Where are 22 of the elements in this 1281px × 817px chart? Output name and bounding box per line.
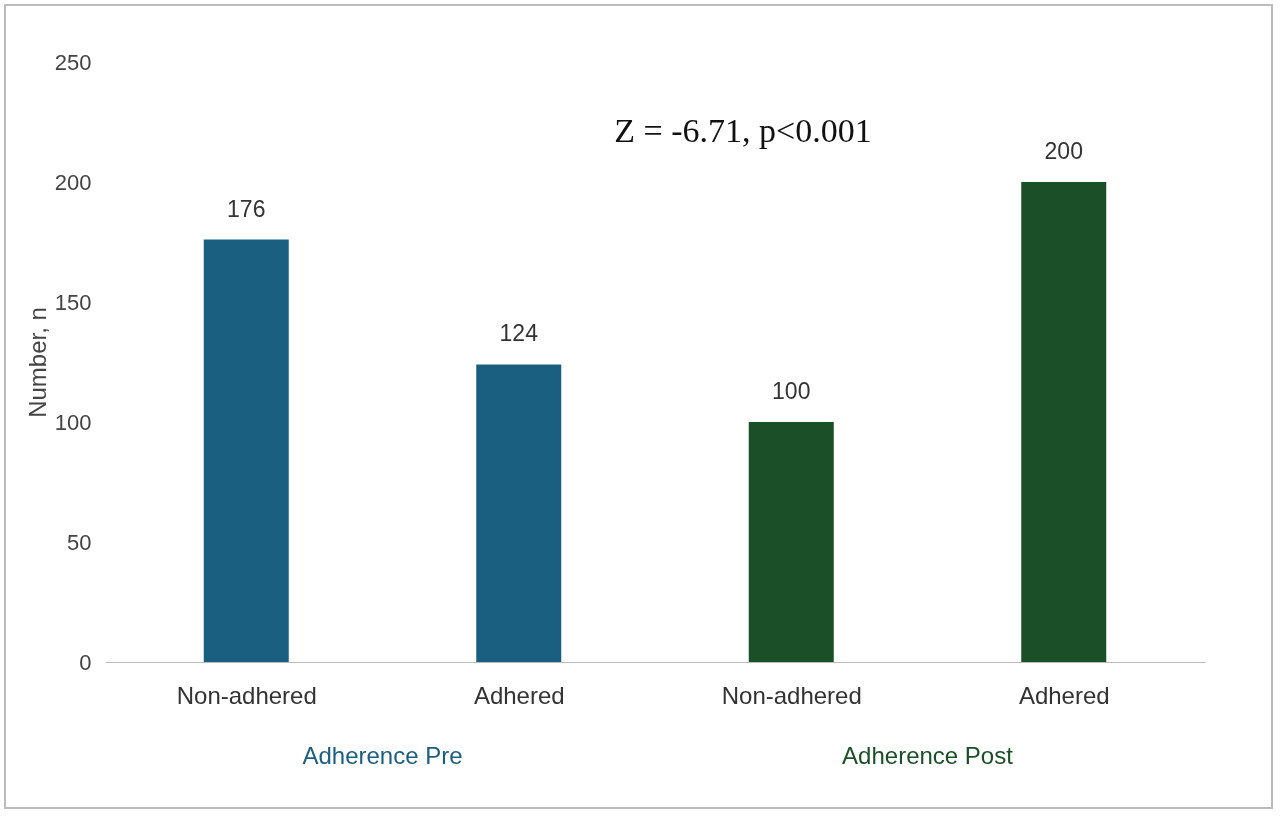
text: Adherence Pre (302, 742, 463, 769)
data-label: 176 (227, 195, 266, 222)
text: Adherence Post (842, 742, 1014, 769)
x-tick-label: Non-adhered (721, 681, 862, 709)
annotation: Z = -6.71, p<0.001 (614, 112, 872, 149)
y-tick-label: 200 (54, 169, 92, 195)
y-tick-label: 100 (54, 409, 92, 435)
bar (203, 239, 289, 662)
x-tick-label: Non-adhered (176, 681, 317, 709)
y-tick-label: 150 (54, 289, 92, 315)
x-tick-label: Adhered (473, 681, 565, 709)
data-label: 100 (772, 378, 811, 404)
bar (476, 364, 562, 662)
y-axis-title: Number, n (23, 307, 51, 418)
data-label: 200 (1044, 138, 1083, 164)
bar (748, 422, 834, 662)
y-tick-label: 0 (79, 649, 92, 675)
x-tick-label: Adhered (1018, 681, 1110, 709)
y-tick-label: 250 (54, 49, 92, 75)
bar (1021, 182, 1107, 662)
data-label: 124 (499, 320, 539, 347)
y-tick-label: 50 (67, 529, 92, 555)
